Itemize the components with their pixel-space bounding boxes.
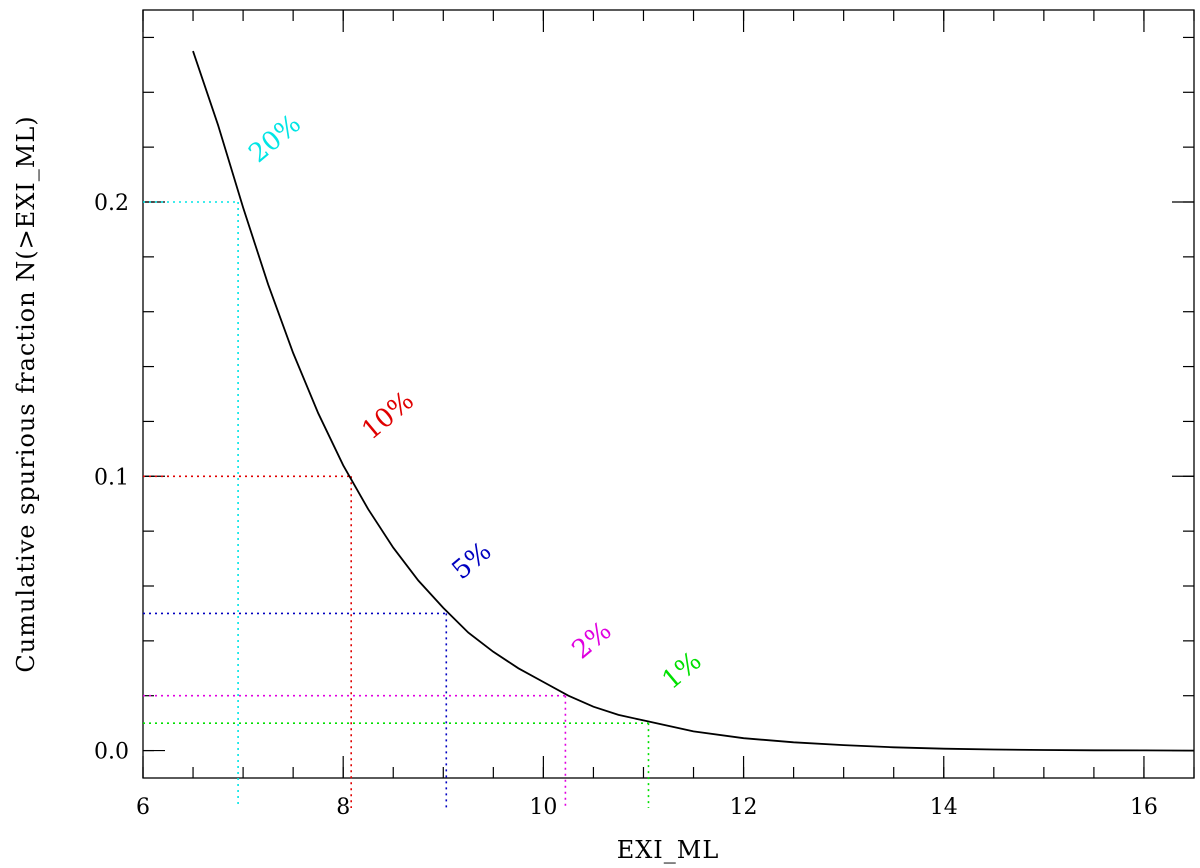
- x-tick-labels: 6 8 10 12 14 16: [136, 795, 1158, 820]
- threshold-annotation: 5%: [447, 536, 498, 585]
- threshold-annotation: 1%: [657, 646, 708, 695]
- y-tick-label: 0.2: [94, 191, 129, 216]
- x-tick-label: 10: [529, 795, 557, 820]
- series-curve: [192, 50, 1195, 752]
- y-tick-label: 0.0: [94, 740, 129, 765]
- y-tick-label: 0.1: [94, 465, 129, 490]
- threshold-lines: [143, 201, 650, 808]
- x-tick-label: 8: [336, 795, 350, 820]
- plot-frame: [142, 9, 1195, 779]
- x-tick-label: 16: [1130, 795, 1158, 820]
- x-tick-label: 12: [730, 795, 758, 820]
- x-tick-label: 6: [136, 795, 150, 820]
- threshold-annotation: 2%: [567, 616, 618, 665]
- x-tick-label: 14: [930, 795, 958, 820]
- y-tick-labels: 0.0 0.1 0.2: [94, 191, 129, 765]
- threshold-annotation: 20%: [243, 109, 307, 169]
- y-axis-title: Cumulative spurious fraction N(>EXI_ML): [12, 115, 40, 672]
- threshold-annotation: 10%: [356, 386, 420, 446]
- x-axis-title: EXI_ML: [617, 836, 720, 864]
